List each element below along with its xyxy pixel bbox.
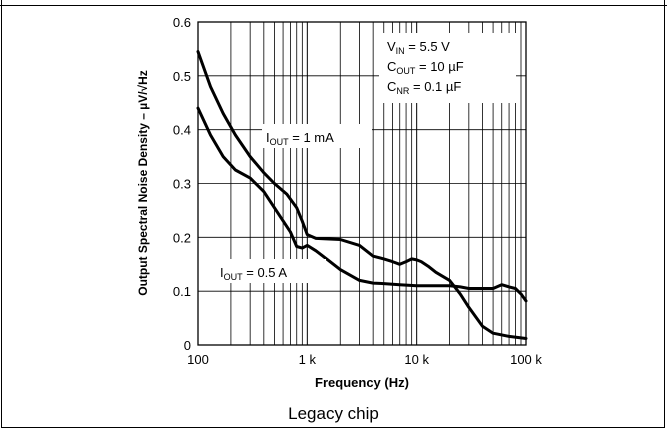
y-tick-label: 0.5 (173, 69, 191, 84)
x-tick-label: 100 (187, 352, 209, 367)
y-tick-label: 0 (184, 338, 191, 353)
condition-line: COUT = 10 µF (387, 59, 464, 76)
y-tick-label: 0.4 (173, 123, 191, 138)
series-line-1 (196, 50, 528, 340)
x-axis-label: Frequency (Hz) (315, 375, 409, 390)
condition-line: CNR = 0.1 µF (387, 79, 461, 96)
series-label-1: IOUT = 1 mA (266, 130, 334, 147)
frame-top-rule (0, 0, 667, 6)
y-tick-label: 0.3 (173, 177, 191, 192)
condition-line: VIN = 5.5 V (387, 39, 450, 56)
conditions-box (379, 33, 516, 103)
x-tick-labels: 100 1 k 10 k 100 k (187, 352, 542, 367)
x-tick-label: 100 k (510, 352, 542, 367)
y-tick-label: 0.1 (173, 284, 191, 299)
x-tick-label: 10 k (404, 352, 429, 367)
y-tick-label: 0.2 (173, 230, 191, 245)
series-lines (196, 50, 528, 340)
noise-density-chart: 0 0.1 0.2 0.3 0.4 0.5 0.6 100 1 k 10 k 100 k VIN … (136, 15, 542, 390)
plot-border (197, 21, 527, 346)
y-tick-labels: 0 0.1 0.2 0.3 0.4 0.5 0.6 (173, 15, 191, 353)
series-line-2 (196, 106, 528, 303)
x-tick-label: 1 k (299, 352, 317, 367)
series-label-bg-1 (262, 124, 372, 148)
figure-caption: Legacy chip (288, 404, 379, 423)
series-label-bg-2 (216, 259, 326, 283)
series-label-2: IOUT = 0.5 A (220, 265, 287, 282)
y-tick-label: 0.6 (173, 15, 191, 30)
y-axis-label: Output Spectral Noise Density – µV/√Hz (136, 70, 150, 296)
conditions-legend: VIN = 5.5 V COUT = 10 µF CNR = 0.1 µF (387, 39, 464, 96)
